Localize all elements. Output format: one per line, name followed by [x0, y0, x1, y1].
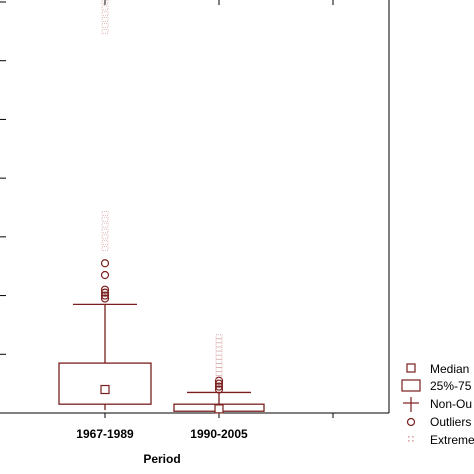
extreme-point — [101, 23, 109, 28]
extreme-point — [215, 354, 223, 360]
extreme-point — [215, 371, 223, 377]
extreme-point — [101, 28, 109, 34]
legend-whisker-symbol — [403, 397, 419, 412]
iqr-box — [58, 362, 152, 405]
box-marks — [58, 0, 265, 414]
outlier-point — [214, 385, 224, 394]
legend-outlier-label: Outliers — [430, 415, 471, 429]
extreme-point — [215, 358, 223, 364]
extreme-point — [215, 367, 223, 372]
box-group-1967-1989 — [58, 0, 152, 411]
legend-outlier-symbol — [406, 417, 416, 427]
legend-extreme-label: Extreme — [430, 433, 474, 447]
outlier-point — [214, 376, 224, 385]
legend-median-symbol — [406, 363, 416, 373]
x-tick-label-1990-2005: 1990-2005 — [190, 427, 248, 441]
legend-median-label: Median — [430, 362, 469, 376]
extreme-point — [101, 246, 109, 252]
outlier-point — [100, 285, 110, 294]
legend-extreme-symbol — [408, 436, 414, 442]
extreme-point — [101, 222, 109, 228]
extreme-point — [101, 0, 109, 5]
median-marker — [214, 404, 224, 414]
plot-area — [0, 0, 390, 418]
x-axis-title: Period — [143, 452, 180, 466]
outlier-point — [100, 291, 110, 300]
outlier-point — [100, 270, 110, 280]
outlier-point — [100, 259, 110, 268]
extreme-point — [101, 240, 109, 246]
legend-box-symbol — [401, 379, 421, 392]
extreme-point — [215, 342, 223, 348]
extreme-point — [215, 338, 223, 344]
extreme-point — [215, 350, 223, 356]
outlier-point — [100, 288, 110, 297]
extreme-point — [215, 334, 223, 340]
extreme-point — [101, 234, 109, 240]
x-tick-label-1967-1989: 1967-1989 — [76, 427, 134, 441]
legend-box-label: 25%-75 — [430, 379, 472, 393]
median-marker — [100, 384, 110, 395]
extreme-point — [101, 216, 109, 222]
x-axis-ticks: 1967-1989 1990-2005 — [76, 427, 248, 441]
box-group-1990-2005 — [173, 334, 265, 414]
extreme-point — [101, 210, 109, 216]
extreme-point — [215, 346, 223, 352]
legend: Median 25%-75 Non-Ou Outliers Extreme — [401, 362, 474, 447]
extreme-point — [101, 11, 109, 17]
outlier-point — [100, 294, 110, 303]
extreme-point — [101, 17, 109, 23]
outlier-point — [214, 382, 224, 391]
extreme-point — [101, 5, 109, 11]
extreme-point — [215, 363, 223, 368]
legend-whisker-label: Non-Ou — [430, 397, 472, 411]
extreme-point — [101, 228, 109, 234]
